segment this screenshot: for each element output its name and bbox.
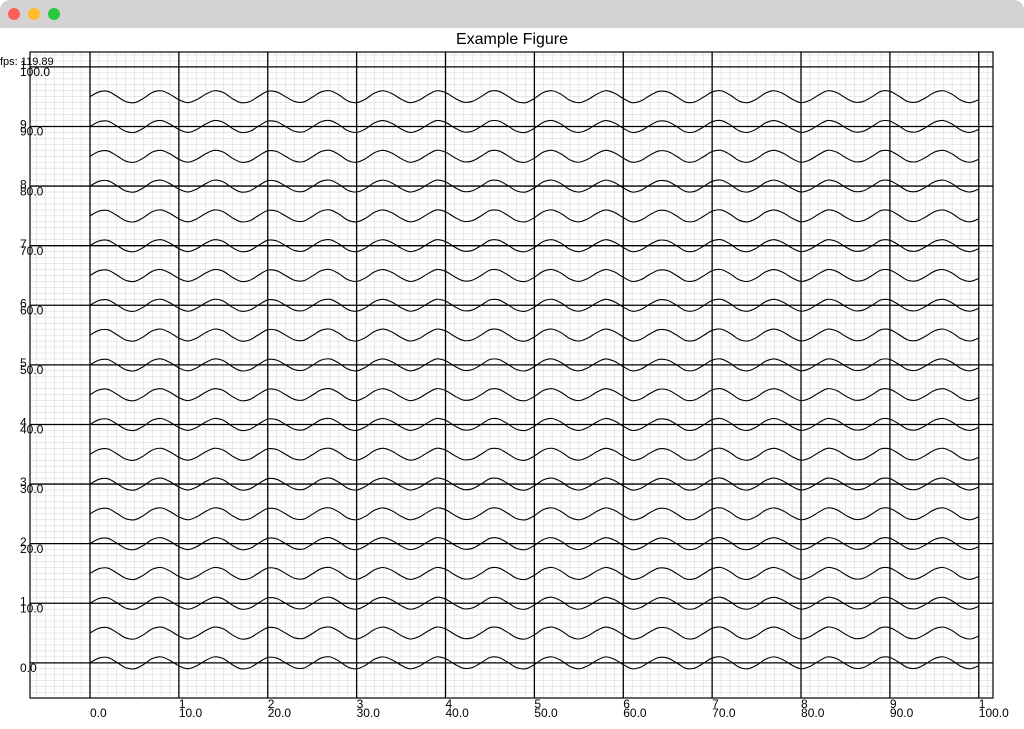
- y-tick-label: 40.0: [20, 423, 44, 437]
- y-tick-label: 100.0: [20, 65, 50, 79]
- series-line: [89, 119, 979, 134]
- y-tick-label: 20.0: [20, 542, 44, 556]
- series-line: [89, 566, 979, 581]
- y-tick-sublabel: 5: [20, 356, 27, 370]
- x-tick-label: 60.0: [623, 706, 647, 720]
- x-tick-label: 0.0: [90, 706, 107, 720]
- chart-title: Example Figure: [456, 31, 568, 48]
- x-tick-label: 10.0: [179, 706, 203, 720]
- y-tick-sublabel: 9: [20, 118, 27, 132]
- y-tick-label: 90.0: [20, 125, 44, 139]
- minimize-button[interactable]: [28, 8, 40, 20]
- y-tick-label: 80.0: [20, 184, 44, 198]
- y-tick-label: 10.0: [20, 601, 44, 615]
- x-tick-sublabel: 1: [979, 697, 986, 711]
- x-tick-sublabel: 1: [179, 697, 186, 711]
- series-line: [89, 656, 979, 670]
- x-tick-label: 80.0: [801, 706, 825, 720]
- x-tick-sublabel: 4: [446, 697, 453, 711]
- x-tick-label: 30.0: [357, 706, 381, 720]
- series-line: [89, 358, 979, 372]
- y-tick-label: 30.0: [20, 482, 44, 496]
- series-line: [89, 507, 979, 521]
- y-tick-sublabel: 4: [20, 416, 27, 430]
- zoom-button[interactable]: [48, 8, 60, 20]
- y-tick-sublabel: 1: [20, 594, 27, 608]
- y-tick-sublabel: 2: [20, 535, 27, 549]
- series-line: [89, 149, 979, 163]
- fps-label: fps: 119.89: [0, 56, 54, 68]
- x-tick-sublabel: 9: [890, 697, 897, 711]
- x-tick-sublabel: 8: [801, 697, 808, 711]
- series-line: [89, 328, 979, 342]
- x-tick-sublabel: 7: [712, 697, 719, 711]
- plot-border: [29, 51, 994, 699]
- series-line: [89, 447, 979, 461]
- plot: 0.0 10.0 20.0 30.0 40.0 50.0 60.0 70.0 80.0 90.0 1…: [20, 51, 1009, 720]
- y-tick-sublabel: 7: [20, 237, 27, 251]
- y-tick-sublabel: 6: [20, 296, 27, 310]
- y-tick-sublabel: 1: [20, 58, 27, 72]
- series-line: [89, 536, 979, 551]
- series-line: [89, 626, 979, 640]
- series-line: [89, 298, 979, 312]
- x-tick-sublabel: 6: [623, 697, 630, 711]
- y-tick-label: 50.0: [20, 363, 44, 377]
- close-button[interactable]: [8, 8, 20, 20]
- title-bar: [0, 0, 1024, 28]
- x-tick-label: 100.0: [979, 706, 1009, 720]
- series-line: [89, 238, 979, 253]
- series-line: [89, 596, 979, 610]
- y-tick-sublabel: 3: [20, 475, 27, 489]
- series-line: [89, 417, 979, 432]
- x-tick-label: 20.0: [268, 706, 292, 720]
- series-line: [89, 268, 979, 283]
- series-line: [89, 90, 979, 104]
- y-tick-sublabel: 8: [20, 177, 27, 191]
- series-line: [89, 209, 979, 223]
- y-tick-label: 0.0: [20, 661, 37, 675]
- series-line: [89, 387, 979, 402]
- x-tick-label: 40.0: [446, 706, 470, 720]
- y-tick-label: 60.0: [20, 303, 44, 317]
- series-line: [89, 179, 979, 193]
- x-tick-label: 70.0: [712, 706, 736, 720]
- x-tick-sublabel: 5: [534, 697, 541, 711]
- x-tick-sublabel: 3: [357, 697, 364, 711]
- x-tick-label: 50.0: [534, 706, 558, 720]
- x-tick-sublabel: 2: [268, 697, 275, 711]
- y-tick-label: 70.0: [20, 244, 44, 258]
- x-tick-label: 90.0: [890, 706, 914, 720]
- series-line: [89, 477, 979, 491]
